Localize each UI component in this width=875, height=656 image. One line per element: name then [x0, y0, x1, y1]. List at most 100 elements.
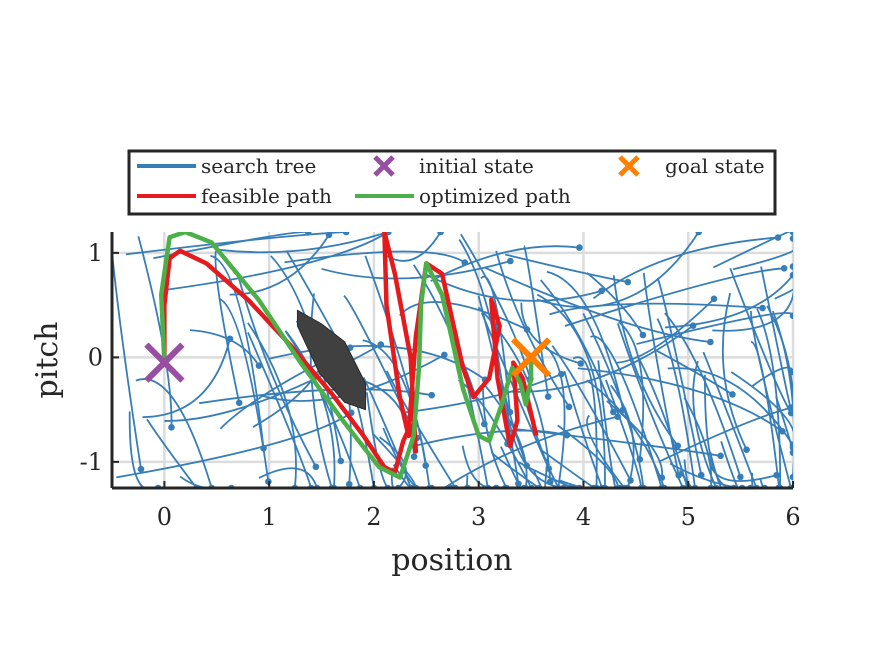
search-tree-node [610, 408, 617, 416]
search-tree-node [576, 244, 583, 251]
legend-optimized-label: optimized path [419, 184, 571, 208]
search-tree-edge [520, 302, 581, 365]
search-tree-edge [774, 232, 793, 300]
search-tree-edge [551, 345, 632, 481]
x-tick-label: 3 [471, 503, 486, 531]
search-tree-edge [142, 338, 231, 419]
search-tree-node [337, 457, 345, 465]
search-tree-edge [664, 274, 793, 329]
search-tree-edge [163, 232, 389, 292]
search-tree-node [789, 444, 793, 451]
search-tree-node [441, 351, 448, 359]
search-tree-node [717, 452, 724, 460]
search-tree-edge [612, 275, 679, 447]
search-tree-node [627, 477, 634, 484]
search-tree-node [312, 463, 320, 471]
search-tree-node [523, 462, 530, 469]
search-tree-node [789, 271, 793, 279]
search-tree-node [377, 341, 385, 348]
search-tree-edge [362, 377, 412, 488]
search-tree-edge [713, 232, 793, 269]
search-tree-edge [542, 450, 597, 488]
legend-initial-label: initial state [419, 154, 534, 178]
search-tree-node [743, 446, 750, 453]
search-tree-node [437, 232, 444, 236]
search-tree-edge [558, 479, 628, 488]
search-tree-node [773, 471, 780, 479]
search-tree-node [787, 404, 793, 412]
y-tick-label: 1 [88, 239, 103, 267]
search-tree-node [737, 473, 744, 481]
search-tree-node [774, 234, 782, 241]
marker-stroke [510, 337, 552, 378]
x-tick-label: 2 [366, 503, 381, 531]
search-tree-node [557, 370, 565, 378]
search-tree-edge [362, 339, 431, 488]
search-tree-node [674, 442, 682, 450]
search-tree [112, 232, 793, 488]
search-tree-edge [605, 379, 643, 488]
search-tree-edge [610, 384, 635, 488]
search-tree-edge [709, 451, 780, 488]
search-tree-node [577, 360, 584, 367]
search-tree-edge [667, 367, 793, 446]
search-tree-edge [692, 360, 717, 488]
marker-stroke [144, 342, 185, 383]
search-tree-node [658, 474, 666, 482]
search-tree-edge [586, 272, 644, 336]
search-tree-edge [430, 245, 580, 282]
search-tree-node [789, 449, 793, 457]
search-tree-edge [218, 232, 389, 254]
search-tree-edge [536, 293, 606, 488]
search-tree-edge [284, 330, 336, 488]
search-tree-edge [533, 470, 580, 488]
search-tree-edge [606, 400, 664, 478]
legend-tree-label: search tree [201, 154, 316, 178]
search-tree-node [563, 431, 571, 439]
search-tree-node [345, 480, 353, 488]
search-tree-node [689, 322, 697, 329]
initial-state-marker [144, 342, 185, 383]
search-tree-edge [572, 356, 598, 488]
x-tick-label: 5 [681, 503, 696, 531]
search-tree-edge [546, 270, 625, 410]
search-tree-node [255, 362, 263, 369]
search-tree-node [710, 295, 718, 303]
search-tree-node [614, 413, 621, 420]
search-tree-edge [128, 411, 159, 488]
search-tree-node [789, 263, 793, 270]
search-tree-node [545, 465, 553, 472]
x-tick-label: 6 [785, 503, 800, 531]
search-tree-edge [586, 379, 666, 488]
search-tree-edge [544, 455, 564, 488]
search-tree-node [707, 338, 714, 346]
search-tree-edge [526, 406, 594, 488]
search-tree-edge [309, 293, 333, 488]
search-tree-edge [500, 446, 526, 488]
search-tree-node [235, 399, 243, 407]
search-tree-edge [284, 250, 466, 264]
search-tree-edge [729, 267, 792, 414]
search-tree-node [695, 232, 702, 236]
search-tree-edge [505, 253, 628, 283]
search-tree-node [422, 462, 430, 469]
search-tree-edge [616, 323, 684, 488]
search-tree-node [636, 456, 644, 463]
search-tree-node [779, 427, 786, 435]
search-tree-node [624, 278, 632, 286]
feasible-path-line [162, 232, 539, 475]
x-axis-ticks: 0 1 2 3 4 5 6 [157, 481, 801, 531]
search-tree-node [523, 326, 531, 333]
search-tree-edge [484, 266, 711, 343]
search-tree-edge [771, 310, 793, 478]
x-axis-label: position [391, 543, 512, 578]
search-tree-node [428, 391, 436, 399]
search-tree-edge [444, 415, 618, 488]
search-tree-edge [495, 250, 570, 408]
obstacle [296, 309, 367, 411]
search-tree-edge [732, 238, 793, 271]
search-tree-node [226, 335, 234, 343]
y-axis-ticks: -1 0 1 [80, 239, 119, 476]
search-tree-node [507, 257, 514, 265]
